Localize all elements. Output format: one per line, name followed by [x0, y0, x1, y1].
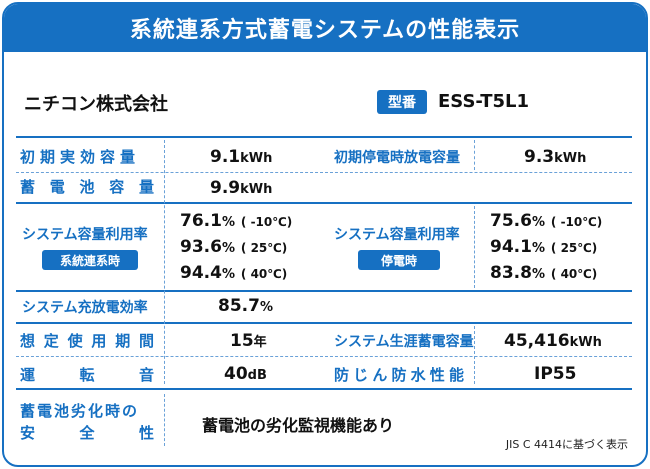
model-number: ESS-T5L1 — [438, 91, 530, 112]
lifetime-storage-label: システム生涯蓄電容量 — [334, 334, 474, 350]
waterproof-value: IP55 — [534, 364, 577, 384]
battery-capacity-label: 蓄電池容量 — [20, 178, 154, 196]
lifetime-storage-value: 45,416kWh — [504, 331, 602, 351]
utilization-outage-value-1: 75.6% ( -10℃) — [490, 211, 603, 231]
utilization-grid-value-1: 76.1% ( -10℃) — [180, 211, 293, 231]
jis-note: JIS C 4414に基づく表示 — [505, 438, 628, 451]
expected-life-value: 15年 — [230, 331, 267, 351]
divider-top — [16, 136, 632, 138]
noise-value: 40dB — [224, 364, 267, 384]
battery-capacity-value: 9.9kWh — [210, 178, 273, 198]
initial-capacity-label: 初期実効容量 — [20, 148, 141, 166]
waterproof-label: 防じん防水性能 — [334, 366, 464, 384]
divider-section — [16, 322, 632, 324]
degradation-safety-label-line2: 安全性 — [20, 424, 154, 442]
column-divider — [164, 394, 165, 446]
utilization-outage-value-3: 83.8% ( 40℃) — [490, 263, 598, 283]
utilization-grid-value-2: 93.6% ( 25℃) — [180, 237, 288, 257]
utilization-outage-label: システム容量利用率 — [334, 227, 460, 243]
divider-section — [16, 202, 632, 204]
utilization-grid-value-3: 94.4% ( 40℃) — [180, 263, 288, 283]
degradation-safety-label-line1: 蓄電池劣化時の — [20, 402, 140, 420]
utilization-outage-value-2: 94.1% ( 25℃) — [490, 237, 598, 257]
column-divider — [164, 140, 165, 384]
utilization-grid-label: システム容量利用率 — [22, 227, 148, 243]
initial-capacity-value: 9.1kWh — [210, 147, 273, 167]
column-divider — [474, 140, 475, 170]
charge-efficiency-value: 85.7% — [218, 296, 273, 316]
noise-label: 運転音 — [20, 366, 154, 384]
company-name: ニチコン株式会社 — [24, 94, 168, 115]
expected-life-label: 想定使用期間 — [20, 332, 154, 350]
column-divider — [474, 326, 475, 384]
model-badge: 型番 — [377, 90, 427, 114]
label-title: 系統連系方式蓄電システムの性能表示 — [4, 4, 646, 52]
degradation-safety-value: 蓄電池の劣化監視機能あり — [202, 416, 395, 435]
row-divider — [16, 356, 632, 357]
charge-efficiency-label: システム充放電効率 — [22, 300, 148, 316]
divider-section — [16, 388, 632, 390]
row-divider — [16, 172, 632, 173]
column-divider — [474, 206, 475, 288]
grid-mode-badge: 系統連系時 — [42, 250, 138, 270]
divider-section — [16, 290, 632, 292]
outage-mode-badge: 停電時 — [358, 250, 440, 270]
initial-outage-capacity-label: 初期停電時放電容量 — [334, 150, 460, 166]
initial-outage-capacity-value: 9.3kWh — [524, 147, 587, 167]
